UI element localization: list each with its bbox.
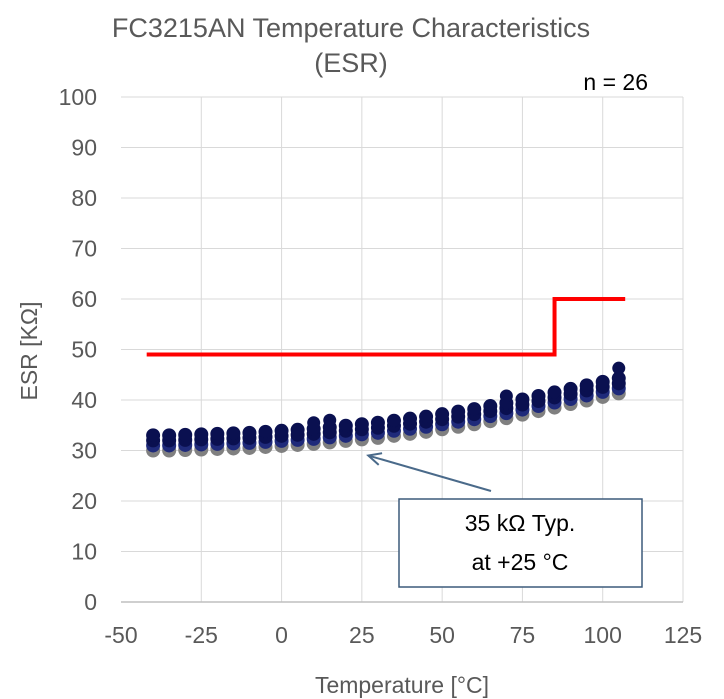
data-point xyxy=(258,424,273,439)
data-point xyxy=(403,411,418,426)
data-point xyxy=(274,423,289,438)
data-point xyxy=(354,417,369,432)
data-point xyxy=(323,413,337,427)
data-point xyxy=(290,422,305,437)
data-point xyxy=(579,378,594,393)
data-point xyxy=(483,399,498,414)
y-tick-label: 40 xyxy=(71,387,97,413)
limit-line xyxy=(146,297,626,357)
callout-box xyxy=(398,498,643,588)
data-point xyxy=(370,415,385,430)
x-tick-label: -25 xyxy=(185,622,218,648)
data-point xyxy=(242,425,257,440)
sample-count-label: n = 26 xyxy=(583,69,648,95)
x-axis-ticks: -50 -25 0 25 50 75 100 125 xyxy=(104,622,702,648)
callout-line-1: 35 kΩ Typ. xyxy=(465,510,576,536)
data-points xyxy=(146,361,626,458)
y-tick-label: 50 xyxy=(71,337,97,363)
data-point xyxy=(451,404,466,419)
data-point xyxy=(499,389,513,403)
callout-line-2: at +25 °C xyxy=(472,549,569,575)
callout-arrow xyxy=(368,454,492,492)
y-tick-label: 30 xyxy=(71,438,97,464)
data-point xyxy=(226,426,241,441)
y-tick-label: 100 xyxy=(59,84,97,110)
data-point xyxy=(515,392,530,407)
x-tick-label: 25 xyxy=(349,622,375,648)
data-point xyxy=(547,385,562,400)
chart-subtitle: (ESR) xyxy=(314,48,388,78)
x-axis-label: Temperature [°C] xyxy=(315,672,489,698)
data-point xyxy=(435,407,450,422)
y-tick-label: 0 xyxy=(84,589,97,615)
data-point xyxy=(338,418,353,433)
x-tick-label: 50 xyxy=(429,622,455,648)
y-tick-label: 60 xyxy=(71,286,97,312)
x-tick-label: 125 xyxy=(664,622,702,648)
limit-line-path xyxy=(146,297,626,357)
data-point xyxy=(563,381,578,396)
data-point xyxy=(162,428,177,443)
data-point xyxy=(386,413,401,428)
y-tick-label: 20 xyxy=(71,488,97,514)
data-point xyxy=(307,416,321,430)
x-tick-label: 100 xyxy=(584,622,622,648)
callout-arrow-head xyxy=(366,452,383,466)
y-axis-label: ESR [KΩ] xyxy=(16,302,42,401)
data-point xyxy=(531,388,546,403)
x-tick-label: -50 xyxy=(104,622,137,648)
x-tick-label: 75 xyxy=(510,622,536,648)
y-tick-label: 80 xyxy=(71,185,97,211)
data-point xyxy=(419,409,434,424)
data-point xyxy=(146,428,161,443)
chart-title: FC3215AN Temperature Characteristics xyxy=(112,13,590,43)
y-axis-ticks: 0 10 20 30 40 50 60 70 80 90 100 xyxy=(59,84,97,615)
data-point xyxy=(595,374,610,389)
data-point xyxy=(178,427,193,442)
data-point xyxy=(612,361,626,375)
data-point xyxy=(194,427,209,442)
y-tick-label: 70 xyxy=(71,236,97,262)
data-point xyxy=(210,426,225,441)
y-tick-label: 10 xyxy=(71,539,97,565)
x-tick-label: 0 xyxy=(275,622,288,648)
y-tick-label: 90 xyxy=(71,135,97,161)
annotation-callout: 35 kΩ Typ. at +25 °C xyxy=(366,452,643,588)
data-point xyxy=(467,402,482,417)
